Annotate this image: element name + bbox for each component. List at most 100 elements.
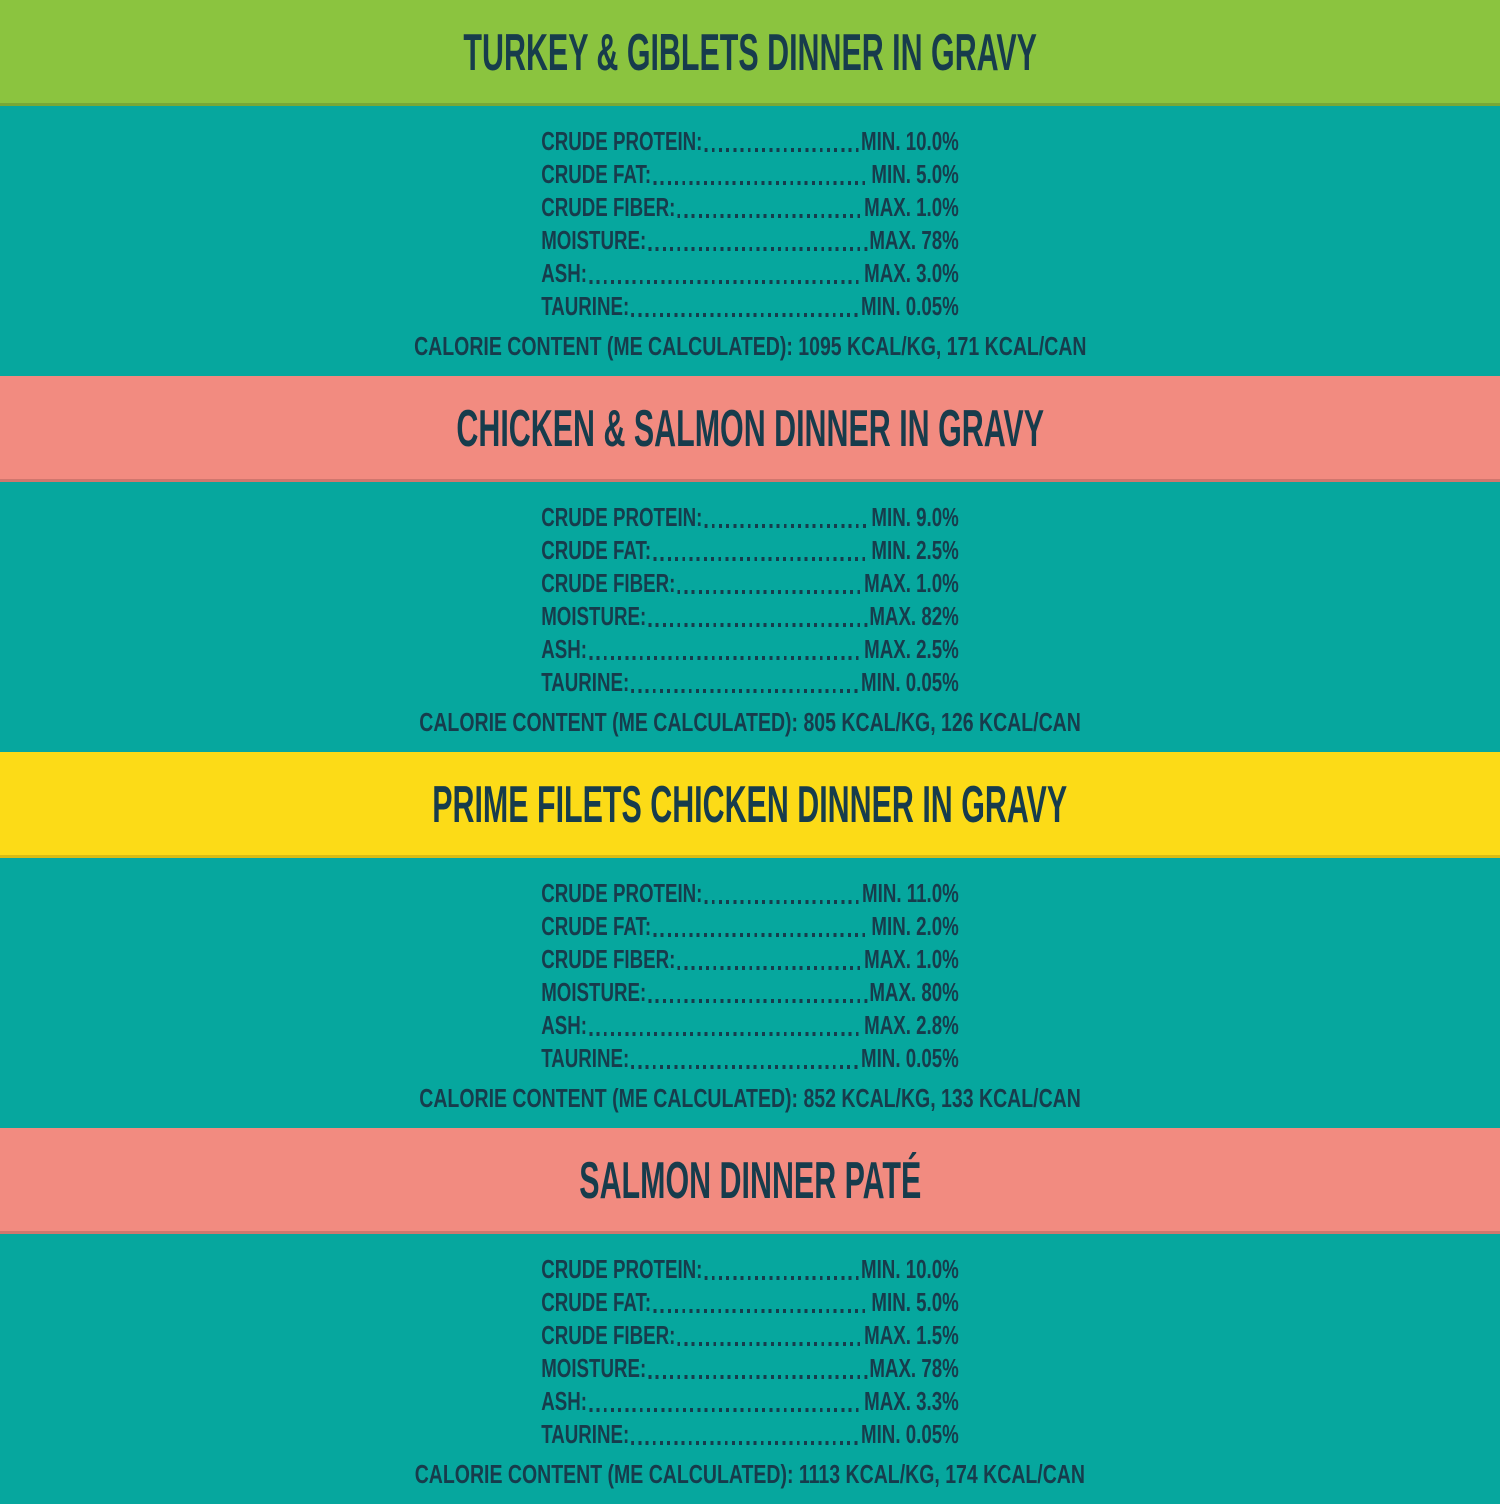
- dotted-leader: [677, 590, 862, 594]
- nutrient-label: TAURINE:: [541, 1043, 630, 1073]
- nutrient-label: ASH:: [541, 1386, 587, 1416]
- dotted-leader: [648, 623, 868, 627]
- dotted-leader: [631, 1065, 859, 1069]
- dotted-leader: [589, 656, 862, 660]
- nutrient-label: CRUDE FAT:: [541, 159, 652, 189]
- analysis-row: ASH: MAX. 2.8%: [541, 1009, 959, 1042]
- dotted-leader: [704, 524, 870, 528]
- dotted-leader: [653, 557, 870, 561]
- analysis-rows: CRUDE PROTEIN: MIN. 10.0% CRUDE FAT: MIN…: [541, 1253, 959, 1451]
- product-section-turkey-giblets: TURKEY & GIBLETS DINNER IN GRAVY CRUDE P…: [0, 0, 1500, 376]
- nutrient-value: MAX. 78%: [869, 225, 959, 255]
- analysis-row: TAURINE: MIN. 0.05%: [541, 1042, 959, 1075]
- nutrient-label: ASH:: [541, 634, 587, 664]
- nutrient-value: MIN. 0.05%: [861, 291, 959, 321]
- dotted-leader: [648, 1375, 868, 1379]
- dotted-leader: [631, 689, 859, 693]
- nutrient-value: MIN. 11.0%: [862, 878, 959, 908]
- analysis-row: CRUDE FIBER: MAX. 1.5%: [541, 1319, 959, 1352]
- nutrient-value: MAX. 1.5%: [864, 1320, 959, 1350]
- dotted-leader: [653, 181, 870, 185]
- analysis-row: CRUDE FIBER: MAX. 1.0%: [541, 191, 959, 224]
- nutrient-value: MIN. 0.05%: [861, 1419, 959, 1449]
- dotted-leader: [653, 1309, 870, 1313]
- nutrient-label: MOISTURE:: [541, 1353, 647, 1383]
- nutrient-value: MIN. 0.05%: [861, 667, 959, 697]
- analysis-row: TAURINE: MIN. 0.05%: [541, 666, 959, 699]
- analysis-row: MOISTURE: MAX. 78%: [541, 1352, 959, 1385]
- nutrient-value: MAX. 82%: [869, 601, 959, 631]
- nutrient-value: MIN. 5.0%: [871, 159, 959, 189]
- nutrient-label: ASH:: [541, 258, 587, 288]
- nutrient-label: MOISTURE:: [541, 225, 647, 255]
- nutrient-value: MAX. 78%: [869, 1353, 959, 1383]
- product-section-prime-filets-chicken: PRIME FILETS CHICKEN DINNER IN GRAVY CRU…: [0, 752, 1500, 1128]
- dotted-leader: [704, 148, 859, 152]
- analysis-row: CRUDE FAT: MIN. 2.0%: [541, 910, 959, 943]
- dotted-leader: [653, 933, 870, 937]
- guaranteed-analysis: CRUDE PROTEIN: MIN. 9.0% CRUDE FAT: MIN.…: [0, 482, 1500, 752]
- analysis-row: TAURINE: MIN. 0.05%: [541, 1418, 959, 1451]
- dotted-leader: [677, 966, 862, 970]
- nutrient-label: CRUDE FAT:: [541, 535, 652, 565]
- nutrient-value: MIN. 0.05%: [861, 1043, 959, 1073]
- nutrient-label: CRUDE FIBER:: [541, 192, 676, 222]
- analysis-row: CRUDE FAT: MIN. 5.0%: [541, 1286, 959, 1319]
- nutrient-value: MAX. 1.0%: [864, 944, 959, 974]
- nutrient-label: CRUDE FIBER:: [541, 944, 676, 974]
- analysis-row: ASH: MAX. 3.0%: [541, 257, 959, 290]
- analysis-rows: CRUDE PROTEIN: MIN. 11.0% CRUDE FAT: MIN…: [541, 877, 959, 1075]
- product-title-band: SALMON DINNER PATÉ: [0, 1128, 1500, 1234]
- analysis-rows: CRUDE PROTEIN: MIN. 9.0% CRUDE FAT: MIN.…: [541, 501, 959, 699]
- product-title-band: PRIME FILETS CHICKEN DINNER IN GRAVY: [0, 752, 1500, 858]
- nutrient-label: CRUDE PROTEIN:: [541, 878, 703, 908]
- analysis-row: CRUDE FIBER: MAX. 1.0%: [541, 943, 959, 976]
- nutrient-value: MIN. 2.5%: [871, 535, 959, 565]
- dotted-leader: [631, 1441, 859, 1445]
- analysis-row: CRUDE PROTEIN: MIN. 10.0%: [541, 1253, 959, 1286]
- nutrient-value: MAX. 2.5%: [864, 634, 959, 664]
- dotted-leader: [648, 247, 868, 251]
- analysis-row: CRUDE FAT: MIN. 5.0%: [541, 158, 959, 191]
- nutrient-label: TAURINE:: [541, 291, 630, 321]
- analysis-row: CRUDE FAT: MIN. 2.5%: [541, 534, 959, 567]
- product-title: TURKEY & GIBLETS DINNER IN GRAVY: [463, 24, 1037, 82]
- dotted-leader: [677, 1342, 862, 1346]
- nutrient-value: MIN. 5.0%: [871, 1287, 959, 1317]
- product-title-band: TURKEY & GIBLETS DINNER IN GRAVY: [0, 0, 1500, 106]
- nutrient-value: MIN. 2.0%: [871, 911, 959, 941]
- analysis-row: CRUDE PROTEIN: MIN. 10.0%: [541, 125, 959, 158]
- nutrient-label: MOISTURE:: [541, 977, 647, 1007]
- dotted-leader: [589, 1032, 862, 1036]
- nutrient-value: MIN. 10.0%: [861, 1254, 959, 1284]
- analysis-row: CRUDE PROTEIN: MIN. 9.0%: [541, 501, 959, 534]
- nutrient-label: TAURINE:: [541, 1419, 630, 1449]
- product-title-band: CHICKEN & SALMON DINNER IN GRAVY: [0, 376, 1500, 482]
- nutrient-label: CRUDE FIBER:: [541, 568, 676, 598]
- nutrient-label: CRUDE PROTEIN:: [541, 502, 703, 532]
- analysis-row: TAURINE: MIN. 0.05%: [541, 290, 959, 323]
- analysis-row: CRUDE PROTEIN: MIN. 11.0%: [541, 877, 959, 910]
- product-title: SALMON DINNER PATÉ: [579, 1152, 921, 1210]
- nutrient-label: ASH:: [541, 1010, 587, 1040]
- dotted-leader: [704, 1276, 859, 1280]
- analysis-row: MOISTURE: MAX. 82%: [541, 600, 959, 633]
- product-title: PRIME FILETS CHICKEN DINNER IN GRAVY: [432, 776, 1068, 834]
- dotted-leader: [704, 900, 860, 904]
- nutrient-label: CRUDE FIBER:: [541, 1320, 676, 1350]
- dotted-leader: [589, 1408, 862, 1412]
- nutrient-value: MAX. 2.8%: [864, 1010, 959, 1040]
- nutrient-label: CRUDE FAT:: [541, 911, 652, 941]
- analysis-row: CRUDE FIBER: MAX. 1.0%: [541, 567, 959, 600]
- guaranteed-analysis: CRUDE PROTEIN: MIN. 11.0% CRUDE FAT: MIN…: [0, 858, 1500, 1128]
- nutrient-label: CRUDE PROTEIN:: [541, 1254, 703, 1284]
- dotted-leader: [589, 280, 862, 284]
- analysis-rows: CRUDE PROTEIN: MIN. 10.0% CRUDE FAT: MIN…: [541, 125, 959, 323]
- nutrient-value: MAX. 1.0%: [864, 192, 959, 222]
- nutrient-label: CRUDE FAT:: [541, 1287, 652, 1317]
- nutrient-value: MIN. 10.0%: [861, 126, 959, 156]
- product-title: CHICKEN & SALMON DINNER IN GRAVY: [456, 400, 1044, 458]
- guaranteed-analysis: CRUDE PROTEIN: MIN. 10.0% CRUDE FAT: MIN…: [0, 1234, 1500, 1504]
- nutrient-value: MIN. 9.0%: [871, 502, 959, 532]
